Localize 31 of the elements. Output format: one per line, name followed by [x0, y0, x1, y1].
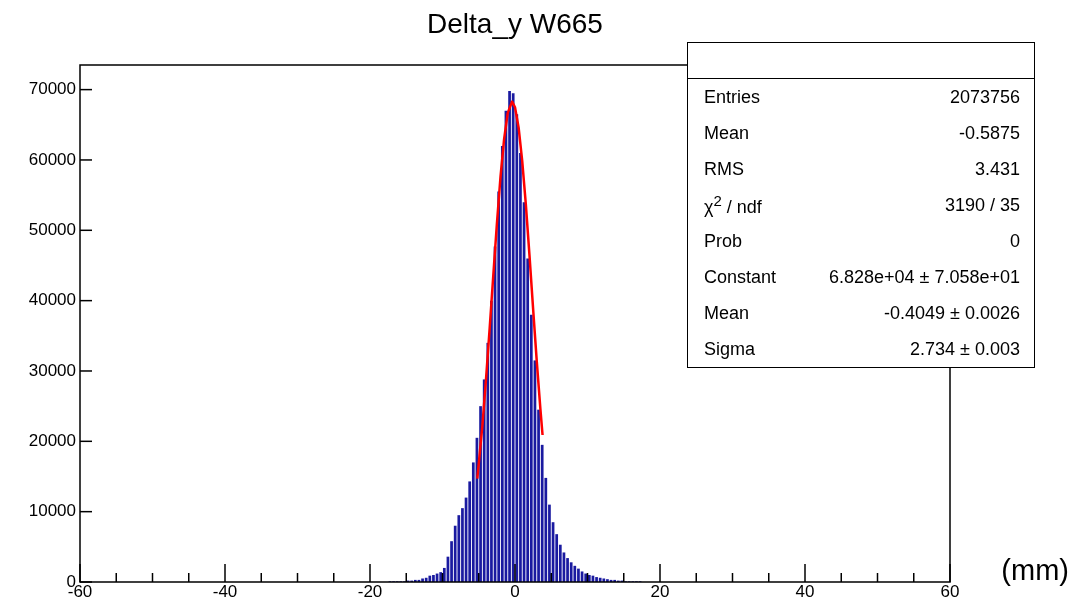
y-tick-label: 60000 [28, 149, 76, 169]
chart-title: Delta_y W665 [426, 8, 604, 40]
annotation: 2.734 ± 0.003 [910, 338, 1020, 360]
annotation: 6.828e+04 ± 7.058e+01 [828, 266, 1020, 288]
x-tick-label: -40 [212, 581, 238, 601]
text: 0 [1009, 230, 1020, 252]
x-tick-label: 20 [650, 581, 670, 601]
y-tick-label: 20000 [28, 431, 76, 451]
y-tick-label: 40000 [28, 290, 76, 310]
annotation: Sigma [704, 338, 756, 360]
annotation: Mean [704, 122, 750, 144]
x-tick-label: 40 [795, 581, 815, 601]
text: -0.5875 [958, 122, 1020, 144]
x-axis-title: (mm) [1001, 554, 1069, 587]
annotation: 3190 / 35 [944, 194, 1020, 216]
y-tick-label: 10000 [28, 501, 76, 521]
x-tick-label: -20 [357, 581, 383, 601]
y-tick-label: 70000 [28, 79, 76, 99]
annotation: Entries [704, 86, 761, 108]
annotation: RMS [704, 158, 744, 180]
annotation: χ$^{2}$ / ndf [704, 192, 762, 218]
text: 3.431 [974, 158, 1020, 180]
annotation: -0.4049 ± 0.0026 [884, 302, 1020, 324]
y-tick-label: 30000 [28, 360, 76, 380]
y-tick-label: 50000 [28, 219, 76, 239]
x-tick-label: 0 [510, 581, 520, 601]
annotation: Mean [704, 302, 750, 324]
annotation: 2073756 [949, 86, 1020, 108]
annotation: Constant [704, 266, 777, 288]
x-tick-label: 60 [940, 581, 960, 601]
annotation: Prob [704, 230, 743, 252]
